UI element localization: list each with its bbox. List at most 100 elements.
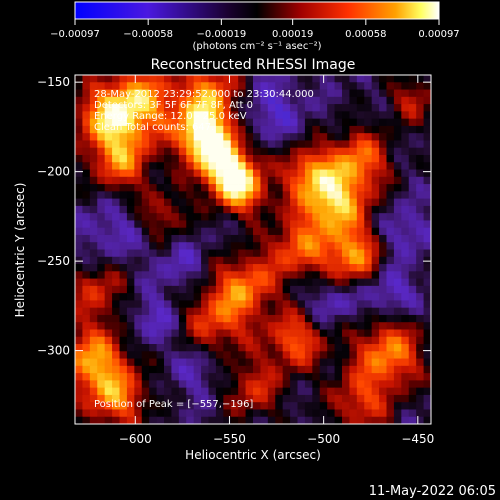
- heatmap-cell: [164, 394, 172, 403]
- heatmap-cell: [342, 75, 350, 83]
- heatmap-cell: [297, 162, 306, 170]
- heatmap-cell: [156, 133, 165, 141]
- heatmap-cell: [112, 191, 120, 199]
- heatmap-cell: [349, 234, 358, 243]
- heatmap-cell: [223, 409, 232, 418]
- heatmap-cell: [104, 133, 113, 141]
- heatmap-cell: [223, 125, 232, 134]
- heatmap-cell: [134, 242, 143, 250]
- heatmap-cell: [334, 271, 343, 279]
- heatmap-cell: [171, 154, 180, 163]
- heatmap-cell: [89, 307, 98, 316]
- heatmap-cell: [149, 300, 157, 309]
- heatmap-cell: [327, 264, 335, 272]
- heatmap-cell: [386, 213, 395, 221]
- heatmap-cell: [156, 82, 165, 90]
- heatmap-cell: [327, 104, 335, 112]
- heatmap-cell: [201, 249, 209, 258]
- heatmap-cell: [186, 198, 195, 207]
- heatmap-cell: [193, 89, 202, 98]
- heatmap-cell: [334, 213, 343, 221]
- heatmap-cell: [119, 89, 128, 98]
- heatmap-cell: [112, 89, 120, 98]
- heatmap-cell: [312, 402, 321, 410]
- heatmap-cell: [408, 329, 417, 338]
- heatmap-cell: [312, 300, 321, 309]
- heatmap-cell: [304, 278, 313, 287]
- heatmap-cell: [171, 322, 180, 330]
- heatmap-cell: [186, 344, 195, 352]
- heatmap-cell: [97, 89, 106, 98]
- heatmap-cell: [134, 373, 143, 381]
- heatmap-cell: [104, 82, 113, 90]
- heatmap-cell: [371, 271, 380, 279]
- heatmap-cell: [408, 162, 417, 170]
- heatmap-cell: [186, 140, 195, 149]
- heatmap-cell: [171, 394, 180, 403]
- heatmap-cell: [75, 293, 83, 301]
- heatmap-cell: [230, 264, 239, 272]
- heatmap-cell: [334, 169, 343, 178]
- heatmap-cell: [423, 104, 431, 112]
- heatmap-cell: [297, 191, 306, 199]
- heatmap-cell: [304, 285, 313, 294]
- heatmap-cell: [327, 147, 335, 156]
- heatmap-cell: [193, 242, 202, 250]
- heatmap-cell: [393, 402, 402, 410]
- heatmap-cell: [119, 234, 128, 243]
- heatmap-cell: [267, 293, 276, 301]
- heatmap-cell: [312, 104, 321, 112]
- heatmap-cell: [408, 191, 417, 199]
- heatmap-cell: [89, 300, 98, 309]
- heatmap-cell: [186, 118, 195, 127]
- heatmap-cell: [356, 191, 365, 199]
- heatmap-cell: [260, 249, 269, 258]
- heatmap-cell: [208, 234, 217, 243]
- heatmap-cell: [282, 271, 291, 279]
- heatmap-cell: [304, 104, 313, 112]
- heatmap-cell: [126, 191, 135, 199]
- heatmap-cell: [201, 329, 209, 338]
- heatmap-cell: [75, 256, 83, 265]
- heatmap-cell: [290, 75, 298, 83]
- heatmap-cell: [416, 300, 424, 309]
- heatmap-cell: [126, 380, 135, 389]
- heatmap-cell: [253, 162, 261, 170]
- heatmap-cell: [164, 249, 172, 258]
- heatmap-cell: [171, 373, 180, 381]
- heatmap-cell: [164, 169, 172, 178]
- heatmap-cell: [364, 125, 373, 134]
- heatmap-cell: [82, 394, 91, 403]
- heatmap-cell: [364, 329, 373, 338]
- heatmap-cell: [223, 285, 232, 294]
- heatmap-cell: [141, 133, 150, 141]
- heatmap-cell: [408, 111, 417, 120]
- heatmap-cell: [267, 111, 276, 120]
- heatmap-cell: [89, 329, 98, 338]
- heatmap-cell: [386, 184, 395, 192]
- heatmap-cell: [201, 118, 209, 127]
- heatmap-cell: [193, 278, 202, 287]
- heatmap-cell: [119, 373, 128, 381]
- heatmap-cell: [297, 205, 306, 214]
- heatmap-cell: [416, 227, 424, 236]
- heatmap-cell: [171, 278, 180, 287]
- heatmap-cell: [304, 125, 313, 134]
- heatmap-cell: [356, 409, 365, 418]
- heatmap-cell: [134, 402, 143, 410]
- heatmap-cell: [178, 264, 187, 272]
- heatmap-cell: [156, 89, 165, 98]
- heatmap-cell: [104, 227, 113, 236]
- heatmap-cell: [356, 205, 365, 214]
- x-tick-label: −550: [213, 432, 246, 446]
- heatmap-cell: [364, 154, 373, 163]
- heatmap-cell: [97, 125, 106, 134]
- heatmap-cell: [215, 220, 224, 229]
- plot-frame: [74, 74, 432, 425]
- heatmap-cell: [82, 104, 91, 112]
- heatmap-cell: [141, 213, 150, 221]
- heatmap-cell: [245, 387, 254, 396]
- heatmap-cell: [275, 140, 284, 149]
- heatmap-cell: [171, 409, 180, 418]
- heatmap-cell: [304, 118, 313, 127]
